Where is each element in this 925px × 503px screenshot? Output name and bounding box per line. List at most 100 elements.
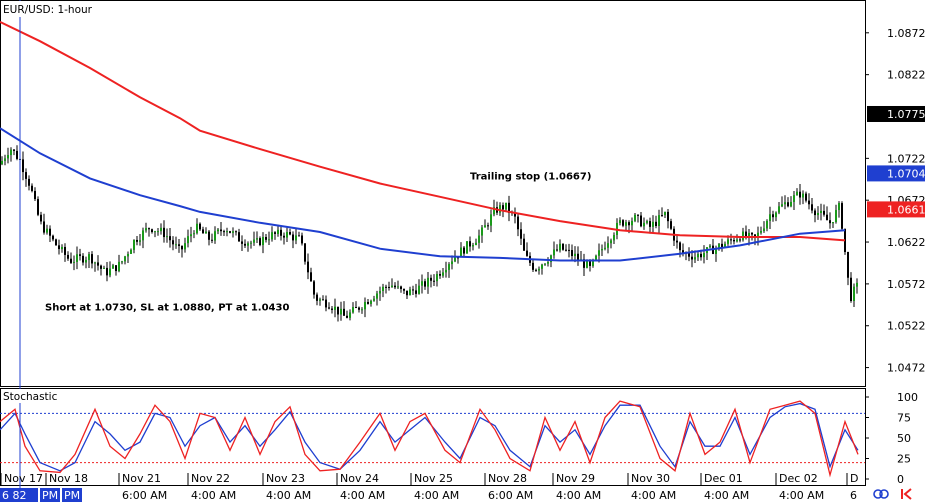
candle-body	[322, 299, 324, 301]
candle-body	[802, 193, 804, 198]
candle-body	[475, 242, 477, 246]
candle-body	[544, 263, 546, 265]
candle-body	[166, 236, 168, 238]
candle-body	[571, 250, 573, 257]
candle-body	[382, 286, 384, 291]
candle-body	[148, 228, 150, 230]
candle-body	[106, 267, 108, 276]
candle-body	[781, 204, 783, 207]
candle-body	[490, 214, 492, 226]
candle-body	[463, 247, 465, 254]
time-label-5: Nov 24	[340, 472, 379, 485]
scroll-to-end-icon[interactable]	[901, 488, 912, 500]
candle-body	[205, 231, 207, 234]
candle-body	[847, 251, 849, 278]
candle-body	[631, 220, 633, 226]
time-label-7: Nov 28	[488, 472, 527, 485]
candle-body	[256, 238, 258, 240]
candle-body	[526, 250, 528, 256]
candle-body	[259, 238, 261, 246]
candle-body	[640, 215, 642, 227]
candle-body	[493, 207, 495, 215]
link-icon[interactable]	[873, 489, 889, 499]
candle-body	[340, 308, 342, 315]
candle-body	[541, 264, 543, 269]
candle-body	[193, 233, 195, 235]
time-label-3: Nov 22	[191, 472, 230, 485]
candle-body	[229, 231, 231, 233]
time-label2-4: 4:00 AM	[191, 489, 236, 502]
candle-body	[367, 301, 369, 304]
candle-body	[505, 202, 507, 210]
stochastic-tick-label-4: 0	[897, 473, 904, 486]
candle-body	[598, 250, 600, 256]
candle-body	[115, 265, 117, 272]
candle-body	[187, 236, 189, 244]
candle-body	[691, 256, 693, 260]
candle-body	[58, 245, 60, 250]
candle-body	[736, 239, 738, 242]
candle-body	[583, 259, 585, 268]
candle-body	[568, 249, 570, 251]
time-label2-10: 4:00 AM	[631, 489, 676, 502]
candle-body	[793, 195, 795, 202]
time-label-2: Nov 21	[122, 472, 161, 485]
candle-body	[766, 220, 768, 229]
candle-body	[745, 231, 747, 238]
candle-body	[643, 222, 645, 227]
time-label2-2: PM	[64, 489, 80, 502]
price-tick-label-5: 1.0572	[887, 278, 925, 291]
candle-body	[724, 243, 726, 248]
time-label2-6: 4:00 AM	[340, 489, 385, 502]
price-axis-ticks: 1.08721.08221.07221.06721.06221.05721.05…	[865, 27, 925, 375]
candle-body	[37, 199, 39, 215]
candle-body	[487, 225, 489, 227]
candle-body	[415, 290, 417, 294]
candle-body	[352, 307, 354, 313]
price-tag-label-2: 1.0661	[887, 203, 925, 216]
candle-body	[94, 262, 96, 264]
candle-body	[358, 307, 360, 310]
time-label2-highlight-2	[62, 488, 82, 502]
candle-body	[85, 259, 87, 263]
candle-body	[361, 309, 363, 311]
candle-body	[787, 202, 789, 207]
candle-body	[439, 274, 441, 276]
candle-body	[808, 200, 810, 205]
candle-body	[757, 232, 759, 238]
time-label-6: Nov 25	[414, 472, 453, 485]
time-label2-5: 4:00 AM	[266, 489, 311, 502]
price-tag-bg-0	[867, 105, 925, 122]
candle-body	[484, 225, 486, 228]
candle-body	[328, 307, 330, 309]
candle-body	[772, 214, 774, 218]
candle-body	[442, 272, 444, 276]
candle-body	[316, 294, 318, 301]
candle-body	[553, 249, 555, 256]
candle-body	[559, 243, 561, 251]
candle-body	[742, 231, 744, 241]
candle-body	[727, 239, 729, 244]
time-label-1: Nov 18	[49, 472, 88, 485]
price-tick-label-4: 1.0622	[887, 236, 925, 249]
candle-body	[22, 159, 24, 173]
candle-body	[604, 247, 606, 250]
candle-body	[856, 282, 858, 287]
candle-body	[379, 290, 381, 294]
candle-body	[826, 214, 828, 221]
candle-body	[715, 248, 717, 254]
candle-body	[523, 238, 525, 251]
candle-body	[799, 191, 801, 198]
candle-body	[823, 210, 825, 215]
candle-body	[838, 203, 840, 211]
price-tick-label-2: 1.0722	[887, 152, 925, 165]
candle-body	[298, 235, 300, 237]
candle-body	[703, 253, 705, 258]
candle-body	[649, 221, 651, 227]
candle-body	[346, 315, 348, 318]
time-label-8: Nov 29	[556, 472, 595, 485]
candle-body	[16, 150, 18, 159]
candle-body	[697, 253, 699, 258]
candle-body	[52, 235, 54, 240]
time-label2-highlight-0	[0, 488, 38, 502]
